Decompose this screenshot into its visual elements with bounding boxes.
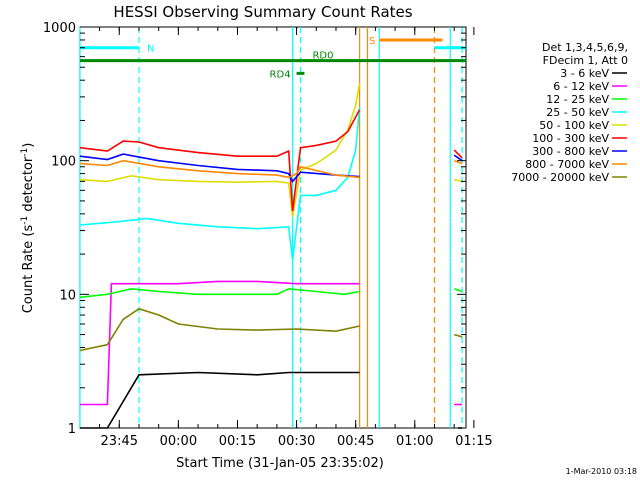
- y-axis-label: Count Rate (s-1 detector-1): [20, 143, 36, 314]
- x-tick-label-1: 00:00: [160, 434, 197, 449]
- legend-label-8: 7000 - 20000 keV: [511, 171, 609, 184]
- legend-label-0: 3 - 6 keV: [560, 67, 609, 80]
- x-tick-label-4: 00:45: [337, 434, 374, 449]
- y-tick-label-3: 1000: [43, 21, 76, 36]
- y-tick-label-1: 10: [59, 288, 76, 303]
- series-line-late-800-7000-kev: [453, 159, 463, 165]
- legend-label-3: 25 - 50 keV: [546, 106, 609, 119]
- series-line-50-100-kev: [79, 83, 361, 217]
- x-tick-label-2: 00:15: [219, 434, 256, 449]
- legend-label-2: 12 - 25 keV: [546, 93, 609, 106]
- legend-header-1: FDecim 1, Att 0: [543, 54, 628, 67]
- series-line-7000-20000-kev: [79, 307, 360, 352]
- legend-label-5: 100 - 300 keV: [532, 132, 609, 145]
- legend-label-1: 6 - 12 keV: [553, 80, 609, 93]
- x-tick-label-6: 01:15: [455, 434, 492, 449]
- series-line-late-300-800-kev: [453, 154, 463, 162]
- state-bars: N S RD0 RD4: [79, 36, 466, 80]
- series-line-late-100-300-kev: [453, 149, 463, 159]
- x-tick-label-0: 23:45: [101, 434, 138, 449]
- series-lines: [79, 83, 463, 429]
- x-tick-label-3: 00:30: [278, 434, 315, 449]
- legend-label-4: 50 - 100 keV: [539, 119, 609, 132]
- y-tick-label-0: 1: [68, 422, 76, 437]
- x-tick-label-5: 01:00: [396, 434, 433, 449]
- legend-label-6: 300 - 800 keV: [532, 145, 609, 158]
- series-line-3-6-kev: [79, 371, 360, 429]
- footer-timestamp: 1-Mar-2010 03:18: [566, 467, 637, 476]
- state-bar-label-s: S: [369, 36, 375, 47]
- x-axis-label: Start Time (31-Jan-05 23:35:02): [176, 456, 384, 471]
- state-vertical-lines: [79, 27, 463, 428]
- series-line-800-7000-kev: [79, 159, 360, 179]
- legend-header-0: Det 1,3,4,5,6,9,: [542, 41, 628, 54]
- series-line-12-25-kev: [79, 287, 360, 299]
- legend-label-7: 800 - 7000 keV: [525, 158, 609, 171]
- series-line-late-50-100-kev: [454, 178, 463, 183]
- state-bar-label-n: N: [147, 44, 154, 55]
- series-line-25-50-kev: [79, 107, 361, 261]
- axis-ticks: 23:45 00:00 00:15 00:30 00:45 01:00 01:15 1 10 10…: [43, 21, 493, 449]
- state-bar-label-rd4: RD4: [270, 69, 291, 80]
- legend: Det 1,3,4,5,6,9,FDecim 1, Att 03 - 6 keV…: [511, 41, 628, 184]
- series-line-300-800-kev: [79, 153, 360, 183]
- series-line-100-300-kev: [79, 109, 361, 212]
- series-line-6-12-kev: [79, 280, 360, 406]
- y-tick-label-2: 100: [51, 155, 76, 170]
- series-line-late-7000-20000-kev: [453, 333, 463, 338]
- series-line-late-12-25-kev: [453, 288, 463, 293]
- chart-title: HESSI Observing Summary Count Rates: [113, 3, 412, 21]
- state-bar-label-rd0: RD0: [312, 51, 333, 62]
